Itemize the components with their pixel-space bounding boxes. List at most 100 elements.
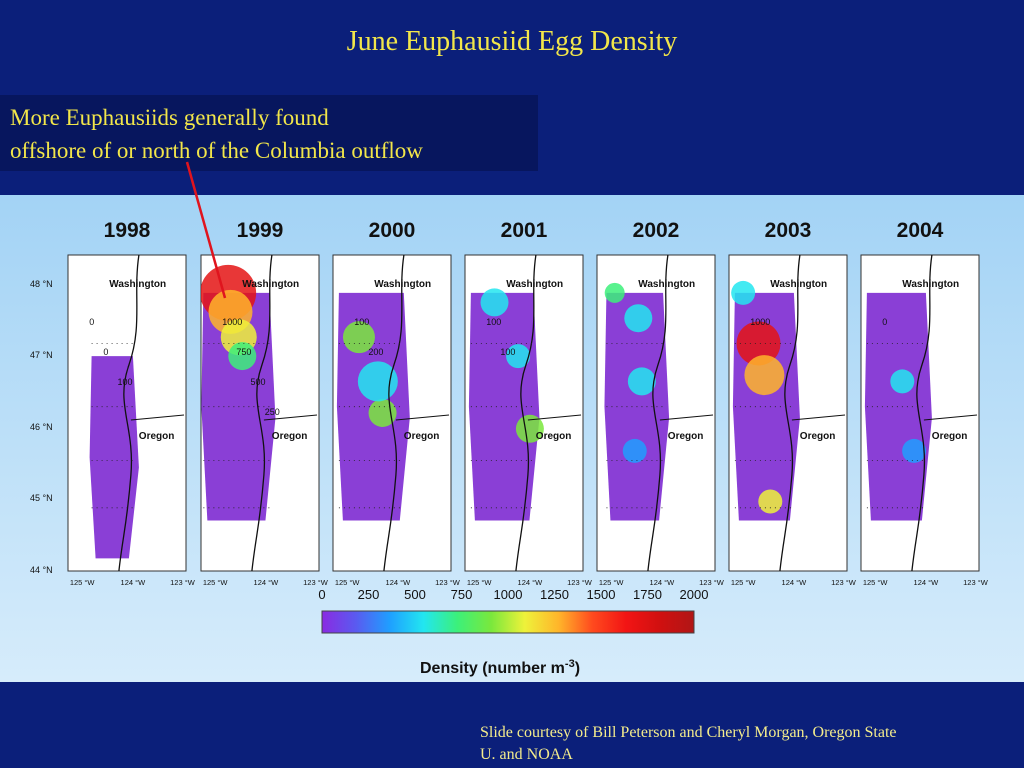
columbia-river	[659, 414, 714, 421]
density-field	[864, 292, 932, 521]
longitude-label: 125 °W	[599, 578, 625, 587]
year-title: 2002	[633, 219, 680, 242]
contour-label: 0	[89, 317, 94, 327]
year-panel: 2001 Washington Oregon 100 100 125 °W 124 °W 12…	[464, 219, 593, 587]
coastline	[251, 254, 273, 572]
coastline	[779, 254, 801, 572]
density-field	[336, 292, 410, 521]
density-hotspot	[622, 438, 647, 463]
density-hotspot	[342, 321, 375, 354]
longitude-label: 123 °W	[963, 578, 989, 587]
density-hotspot	[890, 369, 915, 394]
density-hotspot	[357, 361, 398, 402]
longitude-label: 125 °W	[863, 578, 889, 587]
density-hotspot	[902, 438, 927, 463]
longitude-label: 124 °W	[650, 578, 676, 587]
columbia-river	[130, 414, 185, 421]
coastline	[383, 254, 405, 572]
region-label-oregon: Oregon	[932, 431, 968, 442]
density-field	[468, 288, 544, 521]
longitude-label: 124 °W	[386, 578, 412, 587]
colorbar-tick-label: 1500	[587, 587, 616, 602]
region-label-oregon: Oregon	[272, 431, 308, 442]
longitude-label: 123 °W	[170, 578, 196, 587]
latitude-label: 44 °N	[30, 565, 53, 575]
year-panel: 2003 Washington Oregon 1000 125 °W 124 °W 123 …	[728, 219, 857, 587]
coastline	[647, 254, 669, 572]
longitude-label: 123 °W	[435, 578, 461, 587]
longitude-label: 125 °W	[335, 578, 361, 587]
callout-line-1: More Euphausiids generally found	[10, 105, 329, 130]
region-label-oregon: Oregon	[668, 431, 704, 442]
contour-label: 750	[236, 347, 251, 357]
region-label-washington: Washington	[770, 279, 827, 290]
columbia-river	[527, 414, 582, 421]
latitude-labels: 48 °N 47 °N 46 °N 45 °N 44 °N	[30, 279, 53, 575]
year-title: 2000	[369, 219, 416, 242]
latitude-label: 45 °N	[30, 493, 53, 503]
longitude-label: 123 °W	[303, 578, 329, 587]
year-panels: 1998 Washington Oregon 0 0 100 125 °W 124 °W 123…	[67, 219, 989, 587]
contour-label: 0	[103, 347, 108, 357]
contour-label: 0	[882, 317, 887, 327]
density-hotspot	[758, 489, 783, 514]
colorbar-tick-label: 1250	[540, 587, 569, 602]
year-title: 1999	[237, 219, 284, 242]
contour-label: 100	[118, 377, 133, 387]
contour-label: 1000	[222, 317, 242, 327]
region-label-washington: Washington	[109, 279, 166, 290]
longitude-label: 124 °W	[254, 578, 280, 587]
density-field	[731, 280, 800, 521]
columbia-river	[395, 414, 450, 421]
year-title: 2003	[765, 219, 812, 242]
year-panel: 1998 Washington Oregon 0 0 100 125 °W 124 °W 123…	[67, 219, 196, 587]
columbia-river	[791, 414, 846, 421]
credit-text: Slide courtesy of Bill Peterson and Cher…	[480, 722, 1010, 766]
longitude-label: 125 °W	[467, 578, 493, 587]
colorbar: 0 250 500 750 1000 1250 1500 1750 2000 Density (n…	[318, 587, 708, 677]
colorbar-label: Density (number m-3)	[420, 658, 580, 677]
colorbar-tick-label: 250	[358, 587, 380, 602]
region-label-washington: Washington	[242, 279, 299, 290]
density-hotspot	[744, 355, 785, 396]
density-hotspot	[604, 282, 625, 303]
latitude-label: 48 °N	[30, 279, 53, 289]
density-hotspot	[480, 288, 509, 317]
credit-line-1: Slide courtesy of Bill Peterson and Cher…	[480, 724, 897, 741]
region-label-washington: Washington	[374, 279, 431, 290]
year-title: 2004	[897, 219, 944, 242]
longitude-label: 123 °W	[699, 578, 725, 587]
latitude-label: 46 °N	[30, 422, 53, 432]
credit-line-2: U. and NOAA	[480, 746, 573, 763]
region-label-washington: Washington	[506, 279, 563, 290]
region-label-oregon: Oregon	[404, 431, 440, 442]
density-map-figure: 1998 Washington Oregon 0 0 100 125 °W 124 °W 123…	[0, 195, 1024, 682]
contour-label: 200	[368, 347, 383, 357]
slide-title: June Euphausiid Egg Density	[346, 26, 678, 57]
density-hotspot	[627, 367, 656, 396]
contour-label: 250	[265, 407, 280, 417]
longitude-label: 124 °W	[782, 578, 808, 587]
colorbar-tick-label: 750	[451, 587, 473, 602]
longitude-label: 123 °W	[831, 578, 857, 587]
longitude-label: 123 °W	[567, 578, 593, 587]
density-strip	[864, 292, 932, 521]
contour-label: 500	[251, 377, 266, 387]
density-hotspot	[736, 321, 781, 366]
density-hotspot	[731, 280, 756, 305]
contour-label: 100	[486, 317, 501, 327]
longitude-label: 124 °W	[121, 578, 147, 587]
density-hotspot	[506, 344, 531, 369]
coastline	[911, 254, 933, 572]
density-hotspot	[228, 342, 257, 371]
colorbar-tick-label: 0	[318, 587, 325, 602]
longitude-label: 125 °W	[203, 578, 229, 587]
density-hotspot	[515, 414, 544, 443]
colorbar-tick-label: 2000	[680, 587, 709, 602]
region-label-oregon: Oregon	[536, 431, 572, 442]
year-panel: 1999 Washington Oregon 1000 750 500 250 125 °W 1…	[200, 219, 329, 587]
density-field	[201, 264, 276, 521]
region-label-oregon: Oregon	[800, 431, 836, 442]
coastline	[118, 254, 140, 572]
